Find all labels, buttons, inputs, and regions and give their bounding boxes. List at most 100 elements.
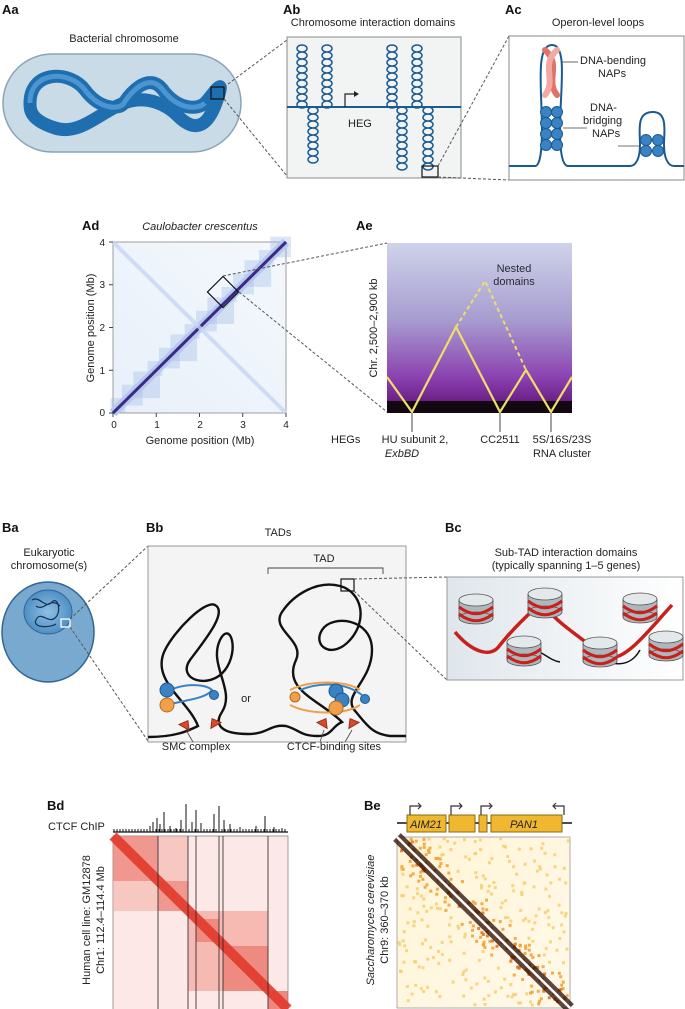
- contact-dot: [418, 846, 422, 850]
- contact-dot: [532, 859, 536, 863]
- contact-dot: [400, 894, 404, 898]
- nucleosome-bottom: [582, 654, 618, 668]
- contact-dot: [405, 949, 409, 953]
- contact-dot: [447, 923, 451, 927]
- contact-dot: [401, 867, 405, 871]
- contact-dot: [421, 966, 425, 970]
- contact-dot: [533, 921, 537, 925]
- nucleosome-bottom: [458, 611, 494, 625]
- ae-tad-boundaries: [386, 324, 573, 415]
- contact-dot: [523, 952, 527, 956]
- contact-dot: [411, 864, 415, 868]
- contact-dot: [529, 847, 533, 851]
- x-tick-label: 4: [283, 420, 289, 431]
- contact-dot: [449, 940, 453, 944]
- contact-dot: [549, 881, 553, 885]
- contact-dot: [414, 960, 418, 964]
- contact-dot: [443, 896, 447, 900]
- y-tick-label: 2: [99, 323, 105, 334]
- contact-dot: [557, 903, 561, 907]
- contact-dot: [463, 935, 467, 939]
- panel-label-aa: Aa: [2, 2, 19, 17]
- nucleosome-top: [527, 587, 563, 601]
- contact-dot: [562, 866, 566, 870]
- contact-dot: [473, 840, 477, 844]
- contact-dot: [436, 949, 440, 953]
- panel-aa: Aa Bacterial chromosome: [2, 2, 288, 177]
- panel-label-bc: Bc: [445, 520, 462, 535]
- contact-dot: [566, 839, 570, 843]
- dna-bending-nap: [542, 47, 560, 98]
- contact-dot: [560, 983, 564, 987]
- contact-dot: [538, 865, 542, 869]
- caulobacter-title: Caulobacter crescentus: [142, 221, 258, 233]
- contact-dot: [495, 944, 499, 948]
- dna-wrap: [622, 604, 658, 622]
- contact-dot: [445, 864, 449, 868]
- panel-label-ad: Ad: [82, 218, 99, 233]
- contact-dot: [444, 908, 448, 912]
- gene-pan1-label: PAN1: [510, 819, 538, 831]
- nucleosome-top: [582, 636, 618, 650]
- contact-dot: [481, 932, 485, 936]
- gene-aim21-label: AIM21: [409, 819, 442, 831]
- contact-dot: [547, 923, 551, 927]
- contact-dot: [524, 917, 528, 921]
- contact-dot: [557, 971, 561, 975]
- contact-dot: [512, 865, 516, 869]
- contact-dot: [500, 901, 504, 905]
- zoom-line: [223, 39, 288, 88]
- contact-dot: [496, 966, 500, 970]
- contact-dot: [560, 911, 564, 915]
- contact-dot: [412, 924, 416, 928]
- contact-dot: [558, 937, 562, 941]
- gene-box: [448, 814, 476, 833]
- contact-dot: [435, 887, 439, 891]
- dna-bending-nap: [542, 47, 560, 98]
- contact-dot: [422, 845, 426, 849]
- contact-dot: [428, 846, 432, 850]
- operon-loop-dna: [509, 43, 684, 167]
- dna-wrap: [527, 599, 563, 617]
- contact-dot: [483, 1002, 487, 1006]
- contact-dot: [542, 989, 546, 993]
- contact-dot: [435, 892, 439, 896]
- contact-dot: [492, 918, 496, 922]
- contact-dot: [515, 872, 519, 876]
- contact-dot: [485, 898, 489, 902]
- contact-dot: [463, 932, 467, 936]
- contact-dot: [467, 857, 471, 861]
- plectoneme: [411, 44, 423, 109]
- contact-dot: [506, 916, 510, 920]
- be-y-label-1: Saccharomyces cerevisiae: [365, 855, 377, 986]
- ae-diagonal-band: [387, 401, 572, 413]
- contact-dot: [480, 902, 484, 906]
- contact-dot: [537, 907, 541, 911]
- zoom-line: [353, 590, 448, 681]
- contact-dot: [523, 862, 527, 866]
- panel-label-ab: Ab: [283, 2, 300, 17]
- smc-complex-label: SMC complex: [162, 741, 231, 753]
- contact-dot: [422, 837, 426, 841]
- contact-dot: [564, 911, 568, 915]
- contact-dot: [513, 942, 517, 946]
- nucleosome-bottom: [622, 610, 658, 624]
- dna-bridging-label-2: bridging: [583, 115, 622, 127]
- ctcf-binding-sites: [177, 717, 361, 732]
- gene-rna-label-1: 5S/16S/23S: [533, 434, 592, 446]
- contact-dot: [411, 872, 415, 876]
- gene-rna-label-2: RNA cluster: [533, 448, 591, 460]
- contact-dot: [541, 965, 545, 969]
- nucleosome-bottom: [527, 605, 563, 619]
- contact-dot: [490, 939, 494, 943]
- dna-wrap: [648, 642, 684, 660]
- contact-dot: [482, 997, 486, 1001]
- contact-dot: [509, 919, 513, 923]
- contact-dot: [460, 880, 464, 884]
- contact-dot: [498, 920, 502, 924]
- contact-dot: [402, 960, 406, 964]
- contact-dot: [560, 923, 564, 927]
- contact-dot: [416, 892, 420, 896]
- be-diagonal-gap: [396, 836, 571, 1009]
- panel-bd: Bd CTCF ChIP Human cell line: GM12878 Ch…: [47, 798, 292, 1009]
